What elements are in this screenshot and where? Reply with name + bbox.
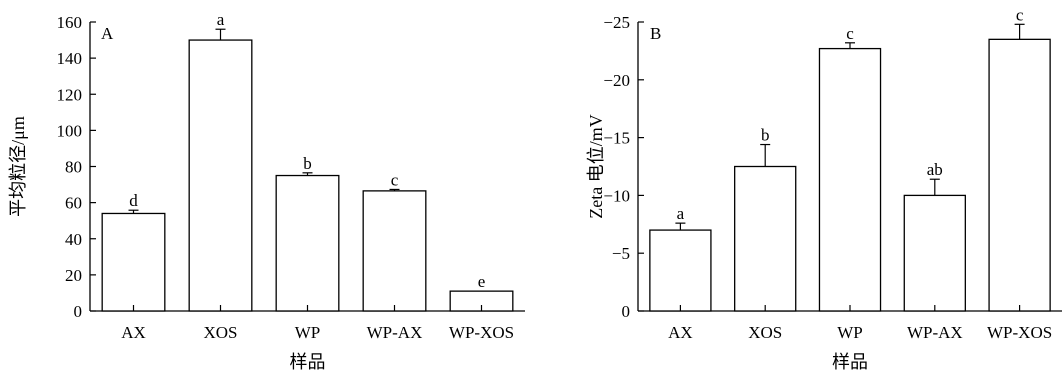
significance-label: e: [478, 272, 486, 291]
y-tick-label: 40: [65, 230, 82, 249]
significance-label: d: [129, 191, 138, 210]
significance-label: a: [677, 204, 685, 223]
bar-xos: [734, 165, 797, 312]
x-axis-title: 样品: [290, 352, 326, 372]
y-axis-title: Zeta 电位/mV: [586, 114, 606, 218]
significance-label: c: [391, 170, 399, 189]
y-tick-label: 160: [57, 13, 83, 32]
bar-wp: [818, 47, 882, 312]
x-tick-label: AX: [668, 323, 693, 342]
y-tick-label: 120: [57, 85, 83, 104]
y-tick-label: 20: [65, 266, 82, 285]
bar-xos: [188, 39, 253, 312]
y-tick-label: −5: [612, 244, 630, 263]
bar-wp: [275, 174, 340, 312]
significance-label: c: [846, 24, 854, 43]
x-tick-label: WP-XOS: [449, 323, 514, 342]
significance-label: c: [1016, 5, 1024, 24]
y-tick-label: −10: [603, 186, 630, 205]
x-tick-label: AX: [121, 323, 146, 342]
y-axis-title: 平均粒径/μm: [8, 116, 28, 217]
x-axis-title: 样品: [832, 352, 868, 372]
x-tick-label: WP: [295, 323, 321, 342]
bar-ax: [101, 212, 166, 312]
y-tick-label: 80: [65, 158, 82, 177]
y-tick-label: 0: [74, 302, 83, 321]
y-tick-label: 100: [57, 121, 83, 140]
y-tick-label: −15: [603, 129, 630, 148]
y-tick-label: 60: [65, 194, 82, 213]
x-tick-label: XOS: [748, 323, 782, 342]
panel-label: B: [650, 24, 661, 43]
significance-label: b: [761, 126, 770, 145]
chart-panel-a: 0 20 40 60 80 100 120 140 160 Ad AX a XOS b WP c WP-AX e W…: [8, 10, 525, 372]
x-tick-label: WP-AX: [907, 323, 963, 342]
y-tick-label: 140: [57, 49, 83, 68]
panel-label: A: [101, 24, 114, 43]
x-tick-label: WP-XOS: [987, 323, 1052, 342]
x-tick-label: XOS: [203, 323, 237, 342]
y-tick-label: −20: [603, 71, 630, 90]
significance-label: ab: [927, 160, 943, 179]
bar-ax: [649, 229, 712, 312]
bar-wp-ax: [362, 190, 427, 312]
x-tick-label: WP: [837, 323, 863, 342]
chart-panel-b: 0 −5 −10 −15 −20 −25 Ba AX b XOS c WP ab WP-AX c WP-XOS…: [586, 5, 1062, 372]
bar-wp-ax: [903, 194, 966, 312]
x-tick-label: WP-AX: [367, 323, 423, 342]
bar-wp-xos: [988, 38, 1051, 312]
significance-label: a: [217, 10, 225, 29]
y-tick-label: 0: [622, 302, 631, 321]
significance-label: b: [303, 154, 312, 173]
y-tick-label: −25: [603, 13, 630, 32]
